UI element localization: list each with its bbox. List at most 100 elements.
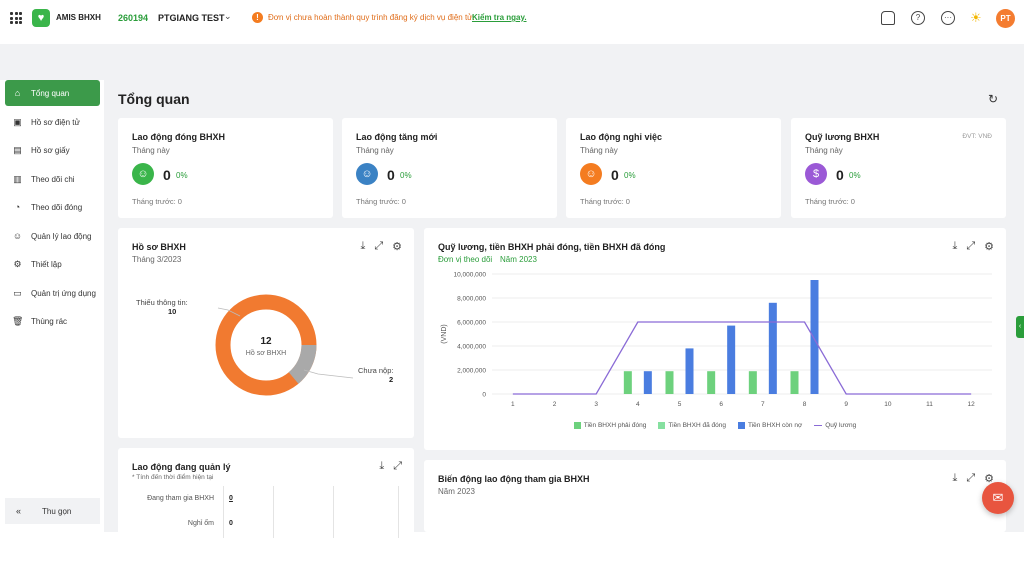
collapse-button[interactable]: « Thu gọn (5, 498, 100, 524)
avatar[interactable]: PT (996, 9, 1015, 28)
chart-bar[interactable] (810, 280, 819, 394)
chat-bubble-icon[interactable]: ✉ (982, 482, 1014, 514)
legend-swatch (737, 422, 745, 429)
sidebar-item-label: Theo dõi chi (31, 174, 75, 184)
value-missing: 10 (168, 307, 177, 316)
stat-unit: ĐVT: VNĐ (962, 133, 992, 140)
labor-row-value[interactable]: 0 (229, 495, 233, 502)
download-icon[interactable]: ⤓ (952, 472, 958, 484)
donut-center-label: Hồ sơ BHXH (245, 350, 287, 357)
sidebar-item-label: Quản trị ứng dụng (31, 288, 96, 298)
sidebar-item-ho-so-dien-tu[interactable]: ▣ Hồ sơ điện tử (5, 109, 100, 135)
dollar-icon: $ (805, 163, 827, 185)
warning-text: Đơn vị chưa hoàn thành quy trình đăng ký… (268, 13, 475, 22)
app-grid-icon[interactable] (10, 12, 22, 24)
grid-line (273, 486, 274, 538)
stat-sub: Tháng này (580, 146, 618, 155)
page-title: Tổng quan (118, 91, 190, 107)
help-icon[interactable]: ? (911, 11, 925, 25)
card-subtitle: Tháng 3/2023 (132, 255, 182, 264)
lightbulb-icon[interactable]: ☀ (970, 10, 982, 25)
sidebar-item-thung-rac[interactable]: 🗑 Thùng rác (5, 308, 100, 334)
side-panel-toggle[interactable]: ‹ (1016, 316, 1024, 338)
chart-bar[interactable] (768, 302, 777, 394)
collapse-label: Thu gọn (42, 506, 72, 516)
legend-swatch (658, 422, 666, 429)
expand-icon[interactable]: ⤢ (374, 240, 384, 252)
chart-bar[interactable] (643, 371, 652, 394)
sidebar-item-label: Tổng quan (31, 88, 70, 98)
y-axis-label: (VND) (441, 324, 448, 343)
stat-value: 0 (611, 167, 619, 183)
salary-bar-chart: 0 2,000,000 4,000,000 6,000,000 8,000,000 10,… (441, 272, 992, 408)
x-tick-label: 7 (761, 401, 765, 408)
sidebar-item-tong-quan[interactable]: ⌂ Tổng quan (5, 80, 100, 106)
legend-item[interactable]: Tiền BHXH còn nợ (737, 422, 802, 429)
legend-item[interactable]: Quỹ lương (814, 422, 856, 429)
ho-so-bhxh-card: Hồ sơ BHXH Tháng 3/2023 ⤓ ⤢ ⚙ 12 Hồ sơ B… (118, 228, 414, 438)
gear-icon[interactable]: ⚙ (392, 241, 402, 253)
labor-row-label: Đang tham gia BHXH (147, 495, 214, 502)
home-icon: ⌂ (14, 87, 21, 98)
value-pending: 2 (389, 375, 394, 384)
sidebar-item-theo-doi-dong[interactable]: ◔ Theo dõi đóng (5, 194, 100, 220)
legend-item[interactable]: Tiền BHXH phải đóng (573, 422, 646, 429)
gear-icon[interactable]: ⚙ (984, 473, 994, 485)
x-tick-label: 12 (968, 401, 976, 408)
card-subtitle: * Tính đến thời điểm hiện tại (132, 474, 214, 481)
chart-bar[interactable] (748, 371, 757, 394)
warning-icon: ! (252, 12, 263, 23)
company-name[interactable]: PTGIANG TEST (158, 13, 225, 23)
stat-card-tang-moi: Lao động tăng mới Tháng này ☺ 0 0% Tháng… (342, 118, 557, 218)
company-code[interactable]: 260194 (118, 13, 149, 23)
sidebar-item-label: Quản lý lao động (31, 231, 92, 241)
x-tick-label: 5 (678, 401, 682, 408)
x-tick-label: 6 (719, 401, 723, 408)
sidebar-item-quan-ly-lao-dong[interactable]: ☺ Quản lý lao động (5, 223, 100, 249)
y-tick-label: 8,000,000 (457, 296, 486, 303)
chart-bar[interactable] (790, 371, 799, 394)
download-icon[interactable]: ⤓ (360, 240, 366, 252)
card-title: Lao động đang quản lý (132, 462, 231, 472)
chart-bar[interactable] (727, 325, 736, 394)
gear-icon[interactable]: ⚙ (984, 241, 994, 253)
card-tools: ⤓ ⤢ ⚙ (360, 240, 402, 253)
bell-icon[interactable] (881, 11, 895, 25)
top-bar: ♥ AMIS BHXH 260194 PTGIANG TEST ⌄ ! Đơn … (0, 0, 1024, 36)
donut-slice-pending[interactable] (288, 344, 317, 384)
chart-bar[interactable] (707, 371, 716, 394)
sidebar-item-quan-tri-ung-dung[interactable]: ▭ Quản trị ứng dụng (5, 280, 100, 306)
unit-label[interactable]: Đơn vị theo dõi (438, 255, 493, 264)
y-tick-label: 0 (482, 392, 486, 399)
sidebar-item-theo-doi-chi[interactable]: ▥ Theo dõi chi (5, 166, 100, 192)
chat-icon[interactable]: ··· (941, 11, 955, 25)
expand-icon[interactable]: ⤢ (966, 472, 976, 484)
expand-icon[interactable]: ⤢ (966, 240, 976, 252)
pie-icon: ◔ (14, 201, 21, 212)
legend-swatch (573, 422, 581, 429)
chevron-down-icon[interactable]: ⌄ (224, 11, 232, 21)
app-body: ⌂ Tổng quan ▣ Hồ sơ điện tử ▤ Hồ sơ giấy ▥ T… (0, 44, 1024, 538)
expand-icon[interactable]: ⤢ (393, 460, 402, 472)
legend-item[interactable]: Tiền BHXH đã đóng (658, 422, 726, 429)
stat-title: Lao động tăng mới (356, 132, 438, 142)
check-now-link[interactable]: Kiểm tra ngay. (472, 13, 527, 22)
chart-bar[interactable] (685, 348, 694, 394)
x-tick-label: 3 (594, 401, 598, 408)
year-label[interactable]: Năm 2023 (500, 255, 537, 264)
download-icon[interactable]: ⤓ (952, 240, 958, 252)
stat-value: 0 (836, 167, 844, 183)
amis-logo-icon: ♥ (32, 9, 50, 27)
x-tick-label: 10 (884, 401, 892, 408)
sidebar-item-thiet-lap[interactable]: ⚙ Thiết lập (5, 251, 100, 277)
card-tools: ⤓ ⤢ ⚙ (952, 472, 994, 485)
stat-percent: 0% (400, 171, 412, 180)
labor-row-value[interactable]: 0 (229, 520, 233, 527)
download-icon[interactable]: ⤓ (379, 460, 385, 472)
chart-bar[interactable] (665, 371, 674, 394)
sidebar-item-ho-so-giay[interactable]: ▤ Hồ sơ giấy (5, 137, 100, 163)
file-icon: ▤ (13, 144, 22, 155)
image-icon: ▣ (13, 116, 22, 127)
refresh-icon[interactable]: ↻ (988, 92, 999, 106)
chart-bar[interactable] (623, 371, 632, 394)
